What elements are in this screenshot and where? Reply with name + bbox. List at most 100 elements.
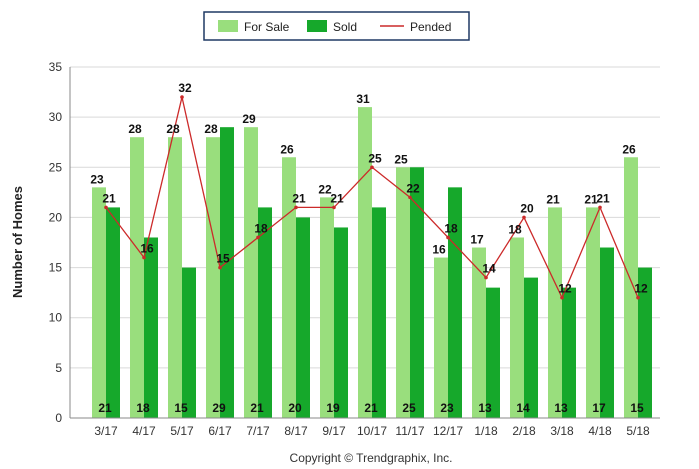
for-sale-data-label: 22 [318, 182, 332, 196]
bar-sold [600, 247, 614, 418]
bar-sold [296, 217, 310, 418]
sold-data-label: 13 [554, 401, 568, 415]
sold-data-label: 19 [326, 401, 340, 415]
legend-swatch-for-sale [218, 20, 238, 32]
bar-for-sale [320, 197, 334, 418]
sold-data-label: 13 [478, 401, 492, 415]
x-tick-label: 6/17 [208, 424, 232, 438]
pended-data-label: 14 [482, 262, 496, 276]
pended-data-label: 22 [406, 181, 420, 195]
legend-label-sold: Sold [333, 20, 357, 34]
pended-point [636, 295, 640, 300]
bars-layer [92, 107, 652, 419]
y-tick-label: 35 [49, 60, 63, 74]
pended-data-label: 18 [444, 221, 458, 235]
bar-sold [106, 207, 120, 418]
pended-point [104, 205, 108, 210]
for-sale-data-label: 21 [584, 192, 598, 206]
bar-for-sale [168, 137, 182, 418]
x-tick-label: 2/18 [512, 424, 536, 438]
bar-for-sale [282, 157, 296, 418]
sold-data-label: 18 [136, 401, 150, 415]
pended-data-label: 21 [596, 191, 610, 205]
bar-sold [220, 127, 234, 419]
labels-layer: 23 21 28 18 28 15 28 29 29 21 26 20 22 19 31 21 25 25 16 23… [90, 81, 648, 415]
pended-point [446, 235, 450, 240]
legend-swatch-sold [307, 20, 327, 32]
sold-data-label: 29 [212, 401, 226, 415]
y-tick-label: 5 [55, 361, 62, 375]
bar-for-sale [244, 127, 258, 419]
pended-point [408, 195, 412, 200]
pended-point [294, 205, 298, 210]
for-sale-data-label: 18 [508, 222, 522, 236]
bar-for-sale [358, 107, 372, 418]
y-tick-label: 10 [49, 311, 63, 325]
for-sale-data-label: 31 [356, 92, 370, 106]
for-sale-data-label: 16 [432, 243, 446, 257]
pended-data-label: 21 [330, 191, 344, 205]
pended-data-label: 12 [634, 282, 648, 296]
sold-data-label: 15 [630, 401, 644, 415]
pended-data-label: 12 [558, 282, 572, 296]
legend-label-for-sale: For Sale [244, 20, 290, 34]
line-layer [104, 95, 640, 300]
y-tick-label: 15 [49, 261, 63, 275]
bar-sold [524, 277, 538, 418]
sold-data-label: 15 [174, 401, 188, 415]
bar-for-sale [92, 187, 106, 418]
x-tick-label: 7/17 [246, 424, 270, 438]
for-sale-data-label: 23 [90, 172, 104, 186]
bar-sold [334, 227, 348, 418]
for-sale-data-label: 21 [546, 192, 560, 206]
sold-data-label: 20 [288, 401, 302, 415]
x-tick-label: 10/17 [357, 424, 387, 438]
sold-data-label: 17 [592, 401, 606, 415]
bar-for-sale [130, 137, 144, 418]
y-tick-label: 25 [49, 160, 63, 174]
sold-data-label: 21 [98, 401, 112, 415]
pended-data-label: 18 [254, 221, 268, 235]
pended-point [560, 295, 564, 300]
x-tick-label: 9/17 [322, 424, 346, 438]
bar-sold [182, 267, 196, 418]
for-sale-data-label: 28 [166, 122, 180, 136]
x-tick-label: 3/18 [550, 424, 574, 438]
legend: For Sale Sold Pended [203, 11, 470, 41]
bar-for-sale [624, 157, 638, 418]
bar-sold [372, 207, 386, 418]
copyright-text: Copyright © Trendgraphix, Inc. [290, 451, 453, 465]
pended-point [370, 165, 374, 170]
bar-for-sale [434, 257, 448, 418]
x-tick-label: 8/17 [284, 424, 308, 438]
bar-sold [448, 187, 462, 418]
pended-data-label: 25 [368, 151, 382, 165]
bar-for-sale [472, 247, 486, 418]
pended-point [218, 265, 222, 270]
x-tick-label: 5/18 [626, 424, 650, 438]
bar-for-sale [510, 237, 524, 418]
x-tick-label: 4/18 [588, 424, 612, 438]
y-tick-label: 30 [49, 110, 63, 124]
pended-point [180, 95, 184, 99]
sold-data-label: 25 [402, 401, 416, 415]
axis-layer: 0 5 10 15 20 25 30 35 3/17 4/17 5/17 6/17 7/17 8/17 9/… [49, 60, 660, 438]
y-tick-label: 20 [49, 210, 63, 224]
for-sale-data-label: 28 [204, 122, 218, 136]
legend-box [203, 11, 470, 41]
x-tick-label: 12/17 [433, 424, 463, 438]
pended-point [256, 235, 260, 240]
pended-data-label: 15 [216, 252, 230, 266]
bar-sold [258, 207, 272, 418]
pended-data-label: 21 [102, 191, 116, 205]
x-tick-label: 3/17 [94, 424, 118, 438]
sold-data-label: 23 [440, 401, 454, 415]
y-tick-label: 0 [55, 411, 62, 425]
pended-data-label: 20 [520, 201, 534, 215]
pended-point [522, 215, 526, 220]
x-tick-label: 11/17 [395, 424, 424, 438]
bar-for-sale [396, 167, 410, 418]
bar-for-sale [548, 207, 562, 418]
bar-for-sale [586, 207, 600, 418]
